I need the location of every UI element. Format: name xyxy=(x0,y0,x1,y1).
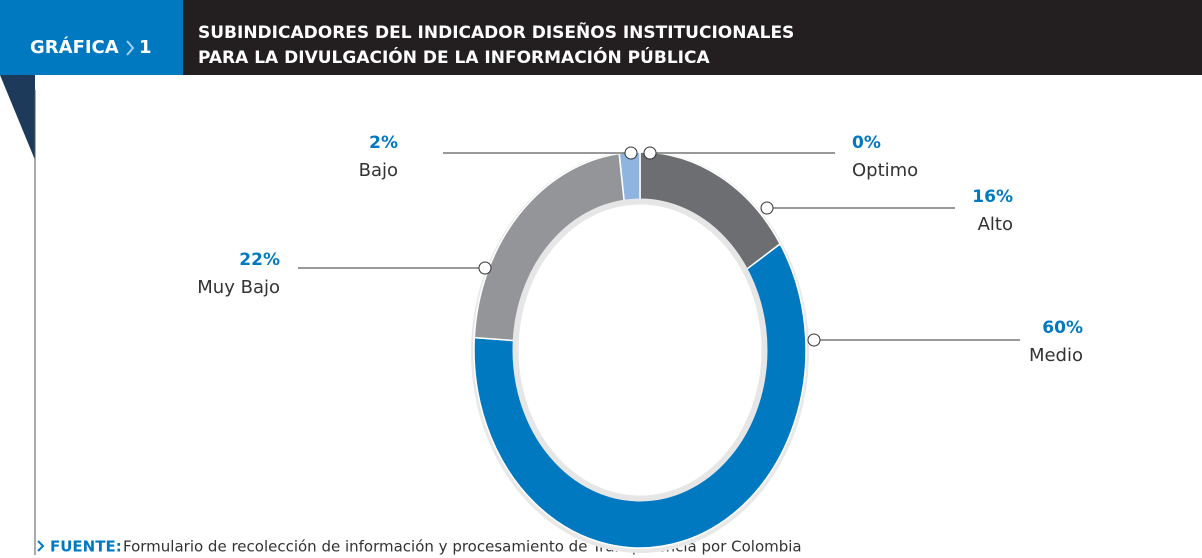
value-label: 60% xyxy=(1042,318,1083,338)
header-bar xyxy=(0,0,1202,75)
category-label: Bajo xyxy=(359,160,398,181)
value-label: 22% xyxy=(239,250,280,270)
figure-number: 1 xyxy=(139,37,152,58)
leader-dot xyxy=(643,146,657,160)
category-label: Optimo xyxy=(852,160,918,181)
figure-label: GRÁFICA xyxy=(30,36,119,58)
chevron xyxy=(37,540,45,552)
category-label: Muy Bajo xyxy=(197,277,280,298)
category-label: Medio xyxy=(1029,345,1083,366)
inner xyxy=(523,209,757,491)
leader-dot xyxy=(807,333,821,347)
corner xyxy=(0,75,35,160)
value-label: 0% xyxy=(852,133,881,153)
title-line: SUBINDICADORES DEL INDICADOR DISEÑOS INS… xyxy=(198,20,794,43)
leader-dot xyxy=(478,261,492,275)
chevron xyxy=(126,40,135,56)
leader-dot xyxy=(760,201,774,215)
category-label: Alto xyxy=(978,214,1013,235)
source: Formulario de recolección de información… xyxy=(123,538,802,556)
figure-box xyxy=(0,0,183,75)
source-label: FUENTE: xyxy=(50,538,122,556)
value-label: 16% xyxy=(972,187,1013,207)
value-label: 2% xyxy=(369,133,398,153)
title-line: PARA LA DIVULGACIÓN DE LA INFORMACIÓN PÚ… xyxy=(198,46,710,68)
leader-dot xyxy=(624,146,638,160)
